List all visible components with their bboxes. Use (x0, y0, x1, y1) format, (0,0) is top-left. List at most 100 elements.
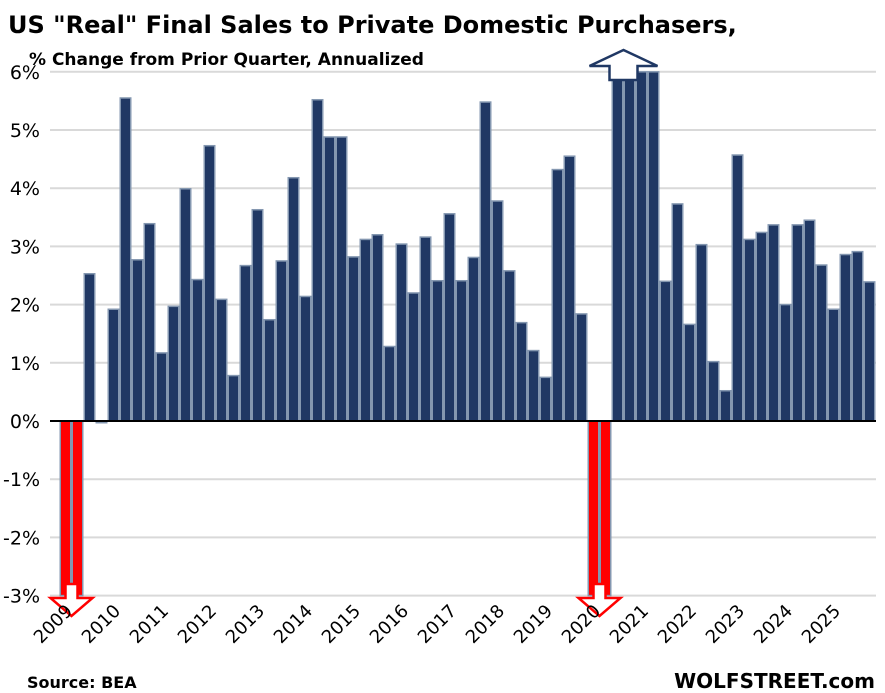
y-tick-label: 4% (10, 178, 40, 200)
bar (407, 292, 420, 422)
bar (191, 278, 204, 422)
bar (767, 224, 780, 422)
bar (179, 188, 192, 422)
source-label: Source: BEA (27, 673, 137, 692)
x-tick-label: 2022 (654, 601, 701, 648)
x-tick-label: 2023 (702, 601, 749, 648)
bar (707, 360, 720, 422)
down-arrow-icon (47, 582, 96, 618)
bar (299, 295, 312, 422)
bar (623, 71, 636, 422)
bar (659, 280, 672, 422)
bar (779, 303, 792, 422)
bar (395, 243, 408, 422)
bar (167, 305, 180, 422)
x-tick-label: 2014 (270, 601, 317, 648)
y-tick-label: 3% (10, 236, 40, 258)
bar (455, 279, 468, 422)
bar (587, 420, 600, 597)
bar (491, 200, 504, 422)
bar (275, 260, 288, 422)
clip-arrows (47, 48, 659, 618)
bar (599, 420, 612, 597)
bar (479, 101, 492, 422)
bar (527, 349, 540, 422)
bar (515, 321, 528, 422)
bar (647, 71, 660, 422)
bar (551, 168, 564, 422)
y-tick-label: 0% (10, 411, 40, 433)
bar (863, 281, 876, 422)
y-tick-label: 1% (10, 353, 40, 375)
bar (815, 264, 828, 422)
x-tick-label: 2015 (318, 601, 365, 648)
bar (251, 208, 264, 422)
x-tick-label: 2018 (462, 601, 509, 648)
bar (323, 136, 336, 422)
bar (227, 374, 240, 422)
bar (563, 155, 576, 422)
bar (239, 264, 252, 422)
bar (671, 203, 684, 422)
bar (431, 279, 444, 422)
bar (851, 250, 864, 422)
y-tick-label: -3% (3, 586, 40, 608)
bar (575, 313, 588, 422)
bar (107, 308, 120, 422)
x-tick-label: 2025 (798, 601, 845, 648)
bar (287, 176, 300, 422)
bar (371, 234, 384, 422)
bar (419, 236, 432, 422)
bar (755, 231, 768, 422)
bar (827, 308, 840, 422)
x-tick-label: 2021 (606, 601, 653, 648)
bar (383, 345, 396, 422)
x-tick-label: 2010 (78, 601, 125, 648)
bar (695, 243, 708, 422)
x-tick-label: 2013 (222, 601, 269, 648)
bar (131, 259, 144, 422)
bar (335, 136, 348, 422)
x-tick-label: 2017 (414, 601, 461, 648)
bar (143, 222, 156, 422)
bar (83, 273, 96, 422)
bar (611, 71, 624, 422)
x-tick-label: 2016 (366, 601, 413, 648)
bar (203, 144, 216, 422)
x-tick-label: 2019 (510, 601, 557, 648)
bar (59, 420, 72, 597)
down-arrow-icon (575, 582, 624, 618)
x-tick-label: 2011 (126, 601, 173, 648)
bar (791, 224, 804, 422)
bar (683, 323, 696, 422)
bar (155, 352, 168, 422)
brand-label: WOLFSTREET.com (674, 669, 875, 693)
bar (119, 97, 132, 422)
bar (539, 376, 552, 422)
bar (731, 154, 744, 422)
y-tick-label: 5% (10, 120, 40, 142)
up-arrow-icon (588, 48, 659, 82)
x-axis-ticks: 2009 2010 2011 2012 2013 2014 2015 2016 2017 2018… (30, 601, 845, 648)
bar (743, 238, 756, 422)
bar (635, 71, 648, 422)
bar (71, 420, 84, 597)
bar (263, 318, 276, 422)
bars (59, 71, 876, 597)
bar (311, 98, 324, 422)
y-axis-ticks: 6% 5% 4% 3% 2% 1% 0% -1% -2% -3% (3, 62, 40, 608)
bar (359, 238, 372, 422)
bar (803, 219, 816, 422)
y-tick-label: 2% (10, 295, 40, 317)
y-tick-label: -1% (3, 469, 40, 491)
bar (467, 256, 480, 422)
bar (839, 253, 852, 422)
chart-title: US "Real" Final Sales to Private Domesti… (8, 11, 737, 39)
y-tick-label: 6% (10, 62, 40, 84)
bar (215, 298, 228, 422)
x-tick-label: 2024 (750, 601, 797, 648)
y-tick-label: -2% (3, 527, 40, 549)
bar (503, 270, 516, 422)
chart-subtitle: % Change from Prior Quarter, Annualized (29, 50, 424, 70)
